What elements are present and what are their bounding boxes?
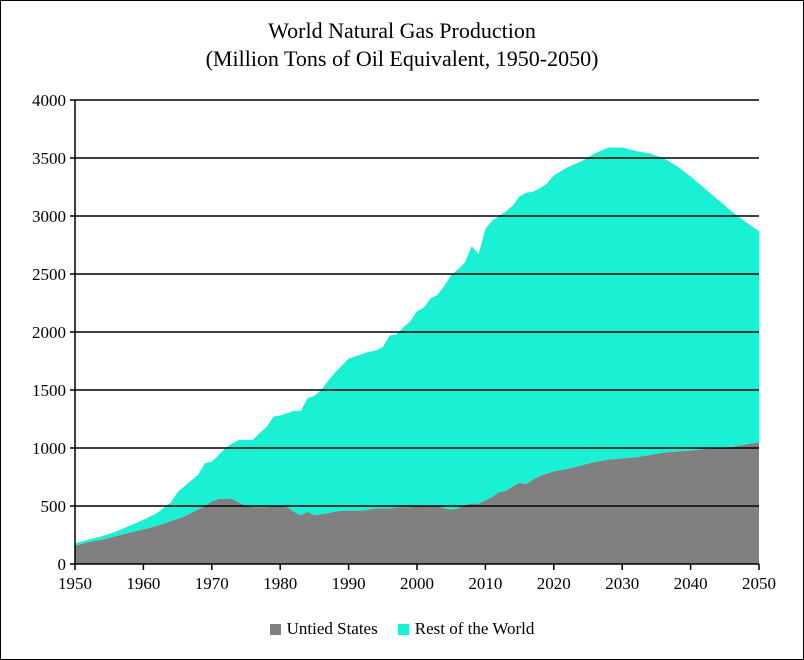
gridlines — [75, 99, 759, 507]
y-tick-label-4000: 4000 — [32, 91, 66, 110]
y-tick-label-3000: 3000 — [32, 207, 66, 226]
legend-swatch-rest-of-world — [397, 623, 409, 635]
x-tick-label-1970: 1970 — [195, 574, 229, 593]
legend-item-united-states: Untied States — [269, 619, 378, 639]
area-series — [75, 147, 759, 564]
legend-label-united-states: Untied States — [286, 619, 378, 638]
x-tick-label-1990: 1990 — [332, 574, 366, 593]
axes: 0 500 1000 1500 2000 2500 3000 3500 4000 1950 1960… — [32, 91, 776, 593]
x-tick-label-2040: 2040 — [674, 574, 708, 593]
legend-item-rest-of-world: Rest of the World — [397, 619, 535, 639]
area-united-states — [75, 442, 759, 564]
legend-swatch-united-states — [269, 623, 281, 635]
x-tick-label-2050: 2050 — [742, 574, 776, 593]
x-tick-label-2030: 2030 — [605, 574, 639, 593]
y-tick-label-0: 0 — [58, 555, 67, 574]
legend: Untied States Rest of the World — [0, 619, 804, 639]
y-tick-label-1500: 1500 — [32, 381, 66, 400]
y-tick-label-3500: 3500 — [32, 149, 66, 168]
x-tick-label-1980: 1980 — [263, 574, 297, 593]
legend-label-rest-of-world: Rest of the World — [414, 619, 535, 638]
y-tick-label-2000: 2000 — [32, 323, 66, 342]
x-tick-label-2010: 2010 — [468, 574, 502, 593]
y-tick-label-1000: 1000 — [32, 439, 66, 458]
chart-title: World Natural Gas Production — [268, 18, 536, 43]
area-rest-of-world — [75, 147, 759, 546]
y-tick-label-2500: 2500 — [32, 265, 66, 284]
x-tick-label-2020: 2020 — [537, 574, 571, 593]
x-tick-label-1960: 1960 — [126, 574, 160, 593]
chart-subtitle: (Million Tons of Oil Equivalent, 1950-20… — [205, 46, 599, 71]
y-tick-label-500: 500 — [41, 497, 67, 516]
x-tick-label-1950: 1950 — [58, 574, 92, 593]
x-tick-label-2000: 2000 — [400, 574, 434, 593]
